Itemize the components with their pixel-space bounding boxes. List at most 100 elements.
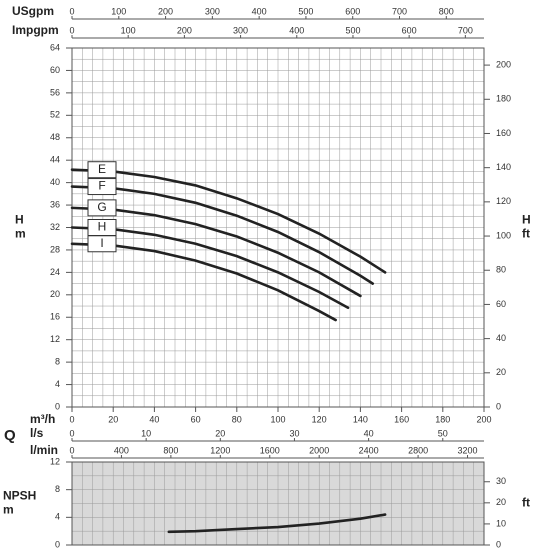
y2-tick-label: 0	[496, 401, 501, 411]
y-tick-label: 20	[50, 289, 60, 299]
y-axis-label: H	[15, 213, 24, 227]
y2-tick-label: 100	[496, 230, 511, 240]
secondary-tick-label: 800	[439, 6, 454, 16]
secondary-axis-label: l/s	[30, 426, 44, 440]
secondary-tick-label: 800	[163, 445, 178, 455]
curve-label: H	[98, 220, 107, 234]
y2-tick-label: 30	[496, 476, 506, 486]
curve-label: E	[98, 162, 106, 176]
curve-label-box	[87, 161, 117, 179]
secondary-tick-label: 1600	[260, 445, 280, 455]
secondary-tick-label: 400	[114, 445, 129, 455]
y2-axis-label: H	[522, 213, 531, 227]
secondary-tick-label: 500	[298, 6, 313, 16]
x-tick-label: 100	[270, 414, 285, 424]
y2-tick-label: 60	[496, 299, 506, 309]
secondary-tick-label: 400	[289, 25, 304, 35]
secondary-tick-label: 30	[289, 428, 299, 438]
curve	[70, 242, 337, 322]
y-axis-unit: m	[15, 227, 26, 241]
secondary-tick-label: 100	[111, 6, 126, 16]
y-tick-label: 28	[50, 244, 60, 254]
x-tick-label: 80	[232, 414, 242, 424]
y-tick-label: 8	[55, 484, 60, 494]
secondary-axis-label: USgpm	[12, 4, 54, 18]
y2-tick-label: 10	[496, 518, 506, 528]
curve	[167, 513, 387, 534]
y-tick-label: 0	[55, 401, 60, 411]
secondary-tick-label: 0	[69, 6, 74, 16]
secondary-tick-label: 600	[402, 25, 417, 35]
secondary-tick-label: 700	[392, 6, 407, 16]
curve-label-box	[87, 178, 117, 196]
secondary-axis-label: l/min	[30, 443, 58, 457]
x-tick-label: 120	[312, 414, 327, 424]
y2-tick-label: 40	[496, 333, 506, 343]
secondary-tick-label: 10	[141, 428, 151, 438]
secondary-tick-label: 0	[69, 445, 74, 455]
y2-tick-label: 160	[496, 128, 511, 138]
y-tick-label: 32	[50, 222, 60, 232]
secondary-tick-label: 2400	[359, 445, 379, 455]
curve	[70, 185, 375, 285]
y-tick-label: 8	[55, 357, 60, 367]
secondary-axis-label: Impgpm	[12, 23, 59, 37]
y-axis-unit: m	[3, 503, 14, 517]
secondary-tick-label: 400	[252, 6, 267, 16]
y-tick-label: 48	[50, 132, 60, 142]
secondary-tick-label: 40	[364, 428, 374, 438]
y-tick-label: 24	[50, 267, 60, 277]
x-axis-label: m³/h	[30, 412, 55, 426]
secondary-tick-label: 50	[438, 428, 448, 438]
x-tick-label: 60	[191, 414, 201, 424]
y-tick-label: 12	[50, 456, 60, 466]
secondary-tick-label: 3200	[458, 445, 478, 455]
curve-label-box	[87, 199, 117, 217]
y-tick-label: 4	[55, 379, 60, 389]
secondary-tick-label: 600	[345, 6, 360, 16]
y-tick-label: 44	[50, 155, 60, 165]
y2-tick-label: 20	[496, 367, 506, 377]
secondary-tick-label: 200	[158, 6, 173, 16]
secondary-tick-label: 1200	[210, 445, 230, 455]
y2-tick-label: 180	[496, 94, 511, 104]
curve-label-box	[87, 235, 117, 253]
y-tick-label: 56	[50, 87, 60, 97]
y-tick-label: 16	[50, 312, 60, 322]
flow-label: Q	[4, 427, 16, 444]
x-tick-label: 200	[476, 414, 491, 424]
secondary-tick-label: 20	[215, 428, 225, 438]
curve	[70, 206, 362, 298]
y2-tick-label: 140	[496, 162, 511, 172]
y2-tick-label: 0	[496, 539, 501, 549]
y2-axis-unit: ft	[522, 227, 530, 241]
y-tick-label: 36	[50, 199, 60, 209]
plot-frame	[71, 461, 485, 546]
curve-label: F	[98, 179, 105, 193]
y-tick-label: 64	[50, 42, 60, 52]
y2-tick-label: 80	[496, 265, 506, 275]
y-axis-label: NPSH	[3, 489, 36, 503]
secondary-tick-label: 100	[121, 25, 136, 35]
x-tick-label: 20	[108, 414, 118, 424]
y-tick-label: 60	[50, 65, 60, 75]
y2-tick-label: 20	[496, 497, 506, 507]
secondary-tick-label: 2000	[309, 445, 329, 455]
secondary-tick-label: 2800	[408, 445, 428, 455]
y-tick-label: 52	[50, 110, 60, 120]
secondary-tick-label: 0	[69, 25, 74, 35]
secondary-tick-label: 200	[177, 25, 192, 35]
y-tick-label: 40	[50, 177, 60, 187]
curve-label: G	[97, 200, 106, 214]
y2-tick-label: 120	[496, 196, 511, 206]
x-tick-label: 40	[149, 414, 159, 424]
secondary-tick-label: 700	[458, 25, 473, 35]
x-tick-label: 160	[394, 414, 409, 424]
secondary-tick-label: 500	[345, 25, 360, 35]
y-tick-label: 12	[50, 334, 60, 344]
curve-label: I	[100, 236, 103, 250]
curve	[70, 226, 350, 310]
y2-tick-label: 200	[496, 59, 511, 69]
x-tick-label: 180	[435, 414, 450, 424]
